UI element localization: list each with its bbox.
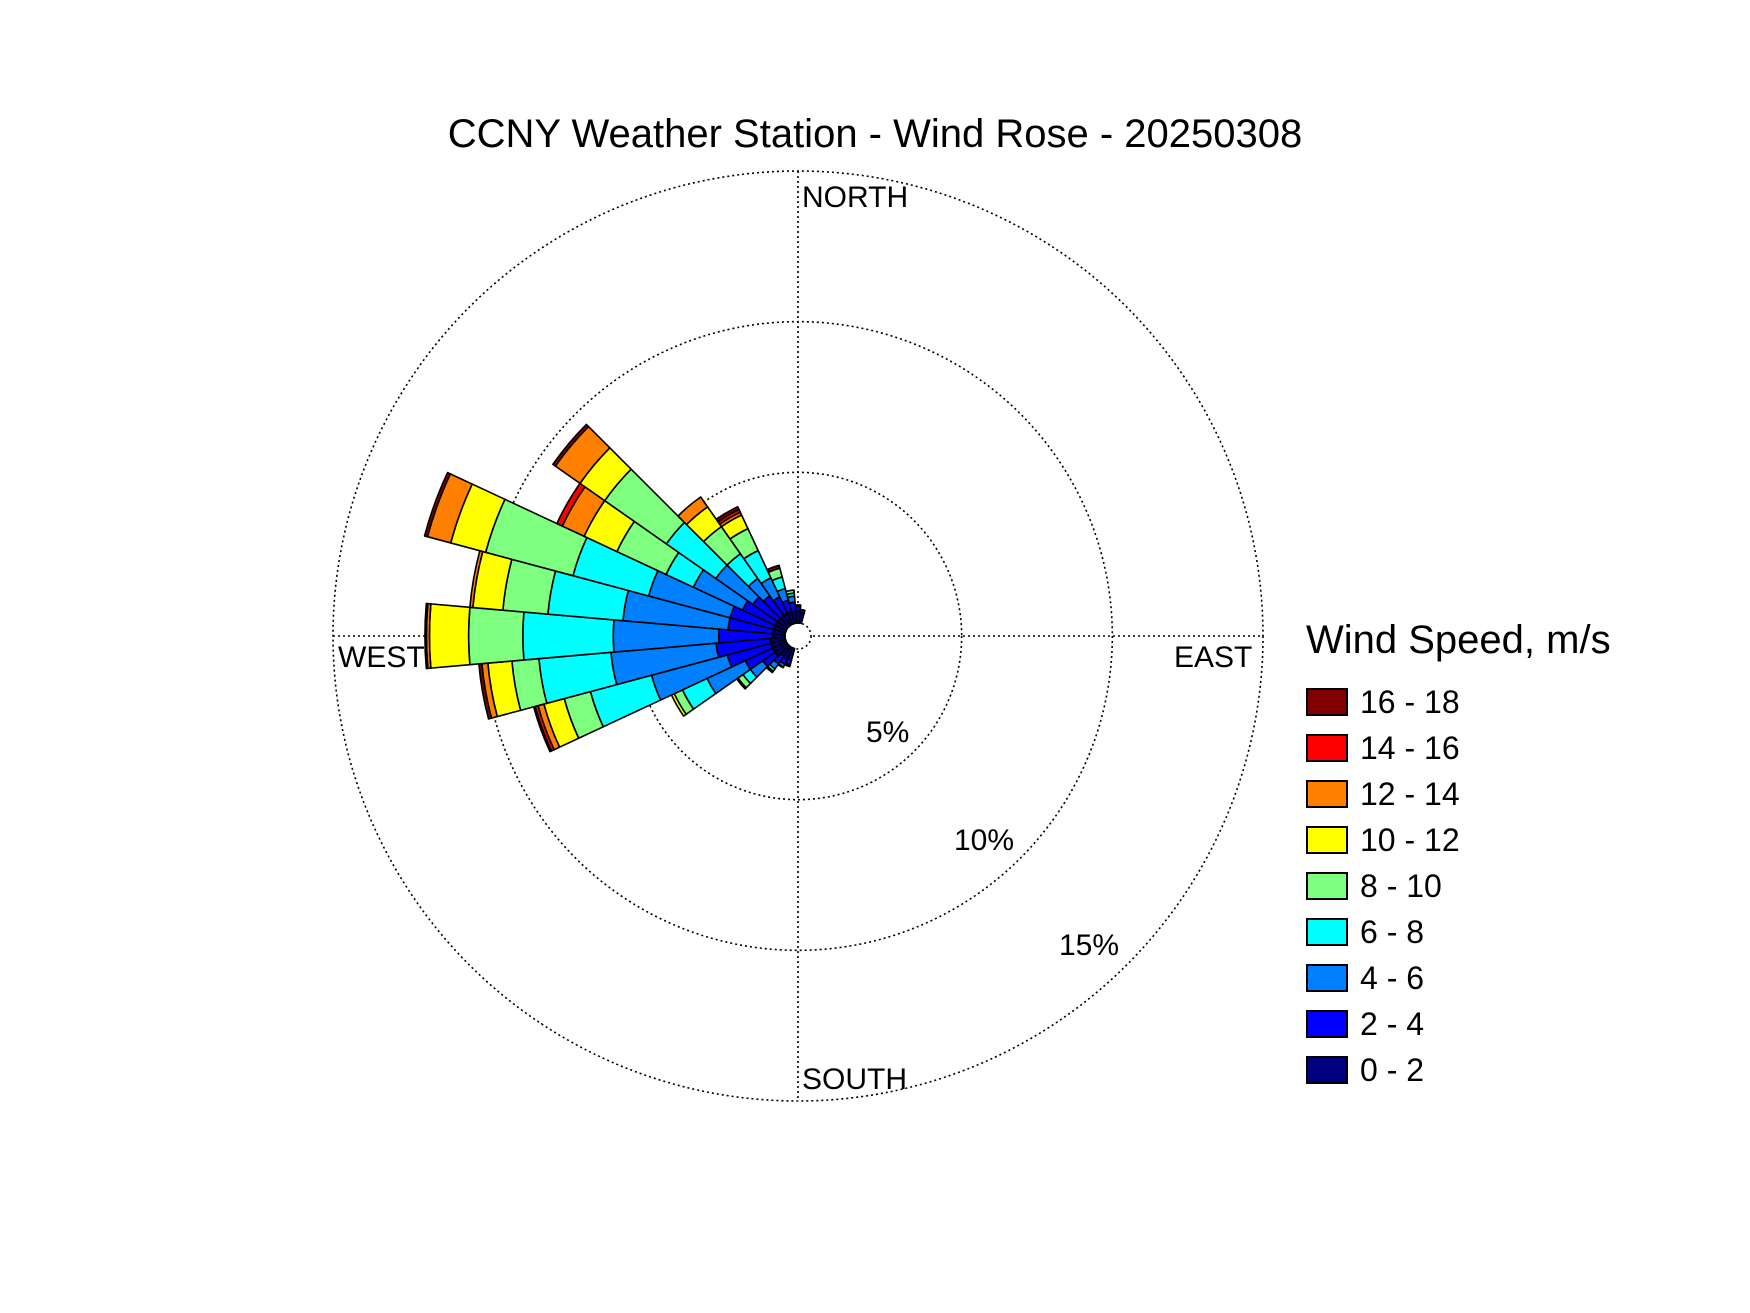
bar-segment-270deg-bin-8	[424, 602, 429, 670]
legend-label: 10 - 12	[1360, 821, 1460, 858]
legend-swatch	[1306, 1010, 1348, 1038]
legend-label: 16 - 18	[1360, 683, 1460, 720]
bar-segment-320deg-bin-6	[677, 496, 709, 526]
legend-item: 16 - 18	[1306, 679, 1611, 725]
direction-label-west: WEST	[338, 641, 425, 674]
polar-labels: NORTH EAST SOUTH WEST 5% 10% 15%	[338, 181, 1252, 1096]
legend-swatch	[1306, 964, 1348, 992]
legend-item: 2 - 4	[1306, 1001, 1611, 1047]
legend-item: 6 - 8	[1306, 909, 1611, 955]
legend-items: 16 - 18 14 - 16 12 - 14 10 - 12 8 - 10 6 - 8 4…	[1306, 679, 1611, 1093]
direction-label-east: EAST	[1174, 641, 1252, 674]
legend-swatch	[1306, 1056, 1348, 1084]
direction-label-north: NORTH	[802, 181, 908, 214]
direction-label-south: SOUTH	[802, 1063, 907, 1096]
legend: Wind Speed, m/s 16 - 18 14 - 16 12 - 14 10 …	[1306, 618, 1611, 1093]
legend-item: 8 - 10	[1306, 863, 1611, 909]
legend-item: 14 - 16	[1306, 725, 1611, 771]
bar-segment-290deg-bin-8	[423, 471, 452, 538]
legend-swatch	[1306, 688, 1348, 716]
legend-label: 14 - 16	[1360, 729, 1460, 766]
legend-label: 6 - 8	[1360, 913, 1425, 950]
legend-swatch	[1306, 872, 1348, 900]
wind-rose-bars	[423, 423, 806, 753]
legend-label: 12 - 14	[1360, 775, 1460, 812]
legend-label: 8 - 10	[1360, 867, 1442, 904]
bar-segment-350deg-bin-4	[785, 589, 796, 596]
bar-segment-340deg-bin-8	[766, 564, 781, 574]
legend-item: 10 - 12	[1306, 817, 1611, 863]
legend-swatch	[1306, 734, 1348, 762]
bar-segment-270deg-bin-4	[467, 606, 525, 666]
legend-title: Wind Speed, m/s	[1306, 618, 1611, 662]
legend-label: 4 - 6	[1360, 959, 1425, 996]
bar-segment-330deg-bin-8	[715, 505, 740, 523]
radial-tick-label-15: 15%	[1059, 929, 1119, 962]
bar-segment-10deg-bin-1	[799, 608, 806, 615]
legend-label: 2 - 4	[1360, 1005, 1425, 1042]
legend-swatch	[1306, 780, 1348, 808]
bar-segment-310deg-bin-8	[552, 423, 590, 467]
legend-item: 4 - 6	[1306, 955, 1611, 1001]
radial-tick-label-5: 5%	[866, 716, 909, 749]
legend-item: 12 - 14	[1306, 771, 1611, 817]
legend-swatch	[1306, 826, 1348, 854]
bar-segment-10deg-bin-0	[798, 611, 805, 625]
bar-segment-0deg-bin-2	[794, 604, 802, 608]
legend-item: 0 - 2	[1306, 1047, 1611, 1093]
legend-swatch	[1306, 918, 1348, 946]
chart-title: CCNY Weather Station - Wind Rose - 20250…	[447, 112, 1303, 156]
radial-tick-label-10: 10%	[954, 824, 1014, 857]
bar-segment-270deg-bin-5	[428, 603, 471, 669]
legend-label: 0 - 2	[1360, 1051, 1425, 1088]
